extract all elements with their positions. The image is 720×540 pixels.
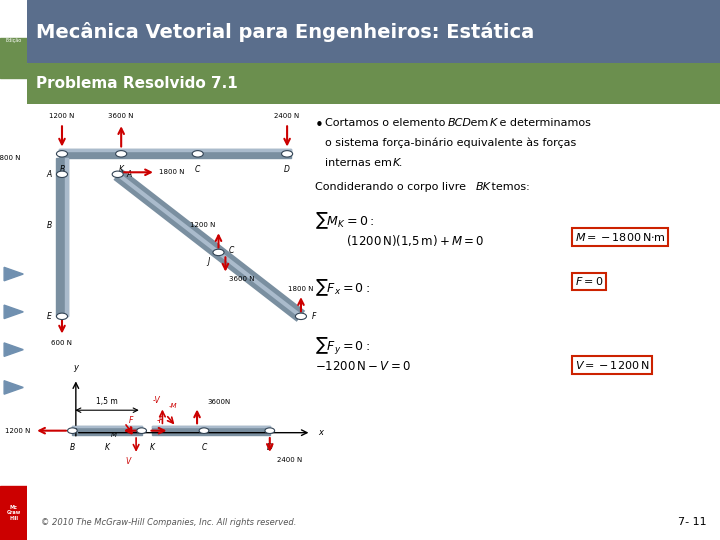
- Text: C: C: [202, 443, 207, 452]
- Text: Mecânica Vetorial para Engenheiros: Estática: Mecânica Vetorial para Engenheiros: Está…: [36, 22, 534, 42]
- Text: 2400 N: 2400 N: [274, 113, 300, 119]
- Text: $-1200\,\mathrm{N}-V=0$: $-1200\,\mathrm{N}-V=0$: [315, 361, 411, 374]
- Text: -M: -M: [168, 403, 177, 409]
- Circle shape: [56, 313, 68, 320]
- Bar: [152, 426, 270, 428]
- Circle shape: [56, 151, 68, 157]
- Polygon shape: [4, 343, 23, 356]
- Text: $\sum M_K = 0:$: $\sum M_K = 0:$: [315, 210, 374, 231]
- Text: temos:: temos:: [488, 182, 530, 192]
- Text: D: D: [267, 443, 273, 452]
- Bar: [0, 486, 27, 540]
- Text: y: y: [73, 363, 78, 373]
- Text: 3600 N: 3600 N: [229, 276, 254, 282]
- Text: V: V: [125, 457, 130, 466]
- Text: K.: K.: [393, 158, 404, 168]
- Text: $F = 0$: $F = 0$: [575, 275, 603, 287]
- Bar: [66, 158, 68, 316]
- Text: K: K: [490, 118, 497, 128]
- Text: BK: BK: [475, 182, 490, 192]
- Text: 3600 N: 3600 N: [109, 113, 134, 119]
- Text: -F: -F: [157, 416, 164, 424]
- Text: internas em: internas em: [325, 158, 395, 168]
- Text: 1200 N: 1200 N: [189, 222, 215, 228]
- Text: 7- 11: 7- 11: [678, 517, 706, 528]
- Bar: [73, 426, 142, 435]
- Bar: [58, 150, 291, 151]
- Circle shape: [265, 428, 274, 434]
- Circle shape: [68, 428, 77, 434]
- Text: BCD: BCD: [448, 118, 472, 128]
- Text: A: A: [47, 170, 52, 179]
- Text: K: K: [104, 443, 109, 452]
- Text: J: J: [207, 256, 210, 266]
- Circle shape: [213, 249, 224, 255]
- Text: B: B: [47, 221, 52, 230]
- Polygon shape: [4, 381, 23, 394]
- Text: $(1200\,\mathrm{N})(1{,}5\,\mathrm{m})+M=0$: $(1200\,\mathrm{N})(1{,}5\,\mathrm{m})+M…: [346, 233, 485, 248]
- Circle shape: [192, 151, 203, 157]
- Text: -V: -V: [153, 396, 160, 404]
- Text: D: D: [284, 165, 290, 174]
- Text: 2400 N: 2400 N: [276, 457, 302, 463]
- Text: e determinamos: e determinamos: [496, 118, 591, 128]
- Circle shape: [137, 428, 146, 434]
- Text: 1800 N: 1800 N: [159, 169, 185, 176]
- Text: Nona: Nona: [7, 16, 20, 21]
- Text: K: K: [150, 443, 155, 452]
- Text: $\sum F_y = 0:$: $\sum F_y = 0:$: [315, 336, 370, 357]
- Text: 1800 N: 1800 N: [0, 155, 20, 161]
- Circle shape: [199, 428, 209, 434]
- Text: 1,5 m: 1,5 m: [96, 397, 118, 406]
- Bar: [58, 150, 291, 158]
- Text: B: B: [70, 443, 75, 452]
- Text: F: F: [129, 416, 133, 424]
- Text: 1200 N: 1200 N: [49, 113, 75, 119]
- Text: C: C: [229, 246, 234, 255]
- Bar: [0, 38, 27, 78]
- Text: C: C: [195, 165, 200, 174]
- Text: $M = -1800\,\mathrm{N{\cdot}m}$: $M = -1800\,\mathrm{N{\cdot}m}$: [575, 231, 665, 243]
- Text: F: F: [311, 312, 315, 321]
- Text: $V = -1200\,\mathrm{N}$: $V = -1200\,\mathrm{N}$: [575, 359, 649, 371]
- Text: Edição: Edição: [6, 38, 22, 43]
- Text: x: x: [318, 428, 323, 437]
- Text: o sistema força-binário equivalente às forças: o sistema força-binário equivalente às f…: [325, 138, 577, 148]
- Text: K: K: [119, 165, 124, 174]
- Text: © 2010 The McGraw-Hill Companies, Inc. All rights reserved.: © 2010 The McGraw-Hill Companies, Inc. A…: [41, 518, 297, 527]
- Text: 3600N: 3600N: [207, 399, 230, 404]
- Circle shape: [282, 151, 292, 157]
- Text: $\sum F_x = 0:$: $\sum F_x = 0:$: [315, 277, 370, 298]
- Text: 1800 N: 1800 N: [288, 286, 314, 292]
- Circle shape: [56, 171, 68, 178]
- Circle shape: [112, 171, 123, 178]
- Text: •: •: [315, 118, 324, 133]
- Text: 1200 N: 1200 N: [6, 428, 31, 434]
- Text: B: B: [59, 165, 65, 174]
- Text: 600 N: 600 N: [52, 340, 73, 346]
- Text: Cortamos o elemento: Cortamos o elemento: [325, 118, 449, 128]
- Bar: [73, 426, 142, 428]
- Text: Condiderando o corpo livre: Condiderando o corpo livre: [315, 182, 469, 192]
- Bar: [55, 158, 68, 316]
- Text: Problema Resolvido 7.1: Problema Resolvido 7.1: [36, 76, 238, 91]
- Text: Mc
Graw
Hill: Mc Graw Hill: [6, 505, 21, 521]
- Text: M: M: [111, 431, 117, 438]
- Bar: [152, 426, 270, 435]
- Text: em: em: [467, 118, 492, 128]
- Text: A: A: [126, 170, 131, 179]
- Circle shape: [295, 313, 307, 320]
- Circle shape: [116, 151, 127, 157]
- Text: E: E: [47, 312, 52, 321]
- Polygon shape: [4, 305, 23, 319]
- Polygon shape: [4, 267, 23, 281]
